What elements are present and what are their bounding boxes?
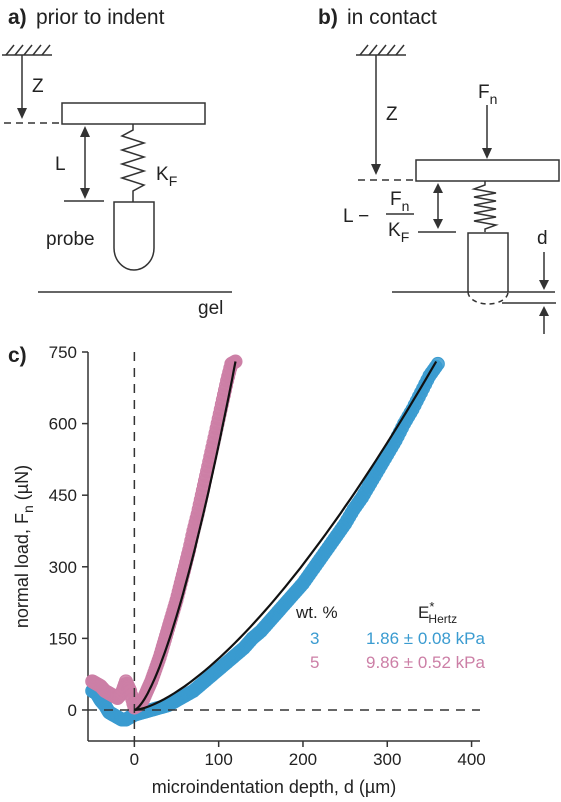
probe-label-a: probe <box>46 229 95 250</box>
ceiling-hatch-a <box>5 44 51 56</box>
fit-curve-3 <box>134 360 438 712</box>
legend-wt-3: 3 <box>310 629 319 648</box>
panel-c-letter: c) <box>8 344 27 367</box>
fn-arrowhead-b <box>482 148 492 159</box>
y-axis-title: normal load, Fn (µN) <box>12 465 36 628</box>
cantilever-b <box>415 159 560 182</box>
legend-header-e: E* Hertz <box>418 599 457 626</box>
z-arrowhead-b <box>371 164 381 175</box>
l-arrowhead-down-a <box>80 188 90 199</box>
gel-label-a: gel <box>198 298 223 319</box>
panel-c: c) 0 100 200 300 400 0 150 300 450 600 750 microind… <box>8 343 486 797</box>
frac-num-b: Fn <box>390 189 409 214</box>
chart: 0 100 200 300 400 0 150 300 450 600 750 microindent… <box>12 343 486 797</box>
d-arrowhead-top-b <box>539 280 549 290</box>
panel-b-letter: b) <box>318 6 338 29</box>
y-tick-label: 300 <box>49 558 77 577</box>
x-tick-label: 100 <box>204 750 232 769</box>
y-tick-label: 600 <box>49 415 77 434</box>
l-arrowhead-down-b <box>433 219 443 229</box>
legend-value-5: 9.86 ± 0.52 kPa <box>366 653 486 672</box>
frac-den-b: KF <box>388 220 409 245</box>
x-tick-label: 200 <box>289 750 317 769</box>
kf-label-a: KF <box>156 164 177 189</box>
l-minus-label-b: L − <box>343 206 369 227</box>
panel-a: a) prior to indent Z KF L probe gel <box>2 6 232 319</box>
d-arrowhead-bottom-b <box>539 306 549 316</box>
panel-b-title: in contact <box>347 6 437 29</box>
legend-value-3: 1.86 ± 0.08 kPa <box>366 629 486 648</box>
cantilever-a <box>61 102 206 125</box>
l-label-a: L <box>55 154 66 175</box>
l-arrowhead-up-a <box>80 126 90 137</box>
y-tick-label: 0 <box>68 701 77 720</box>
x-tick-label: 400 <box>457 750 485 769</box>
x-axis-title: microindentation depth, d (µm) <box>152 777 397 797</box>
x-tick-label: 300 <box>373 750 401 769</box>
spring-a <box>119 124 147 202</box>
fit-curve-5 <box>133 361 237 711</box>
z-label-a: Z <box>32 76 44 97</box>
y-tick-label: 450 <box>49 486 77 505</box>
legend-wt-5: 5 <box>310 653 319 672</box>
z-arrowhead-a <box>17 108 27 119</box>
probe-tip-dashed-b <box>467 291 509 305</box>
spring-b <box>471 181 499 232</box>
panel-a-title: prior to indent <box>36 6 165 29</box>
panel-a-letter: a) <box>8 6 27 29</box>
z-label-b: Z <box>386 104 398 125</box>
panel-b: b) in contact Z Fn L − Fn KF <box>318 6 560 334</box>
probe-b <box>467 232 509 292</box>
legend: wt. % E* Hertz 3 1.86 ± 0.08 kPa 5 9.86 ±… <box>295 599 486 672</box>
x-tick-label: 0 <box>130 750 139 769</box>
series-3-point <box>430 356 445 371</box>
ceiling-hatch-b <box>359 44 405 56</box>
l-arrowhead-up-b <box>433 183 443 193</box>
y-tick-label: 150 <box>49 629 77 648</box>
fn-label-b: Fn <box>478 82 497 107</box>
d-label-b: d <box>537 228 548 249</box>
y-tick-label: 750 <box>49 343 77 362</box>
probe-a <box>113 201 155 271</box>
legend-header-wt: wt. % <box>295 603 338 622</box>
